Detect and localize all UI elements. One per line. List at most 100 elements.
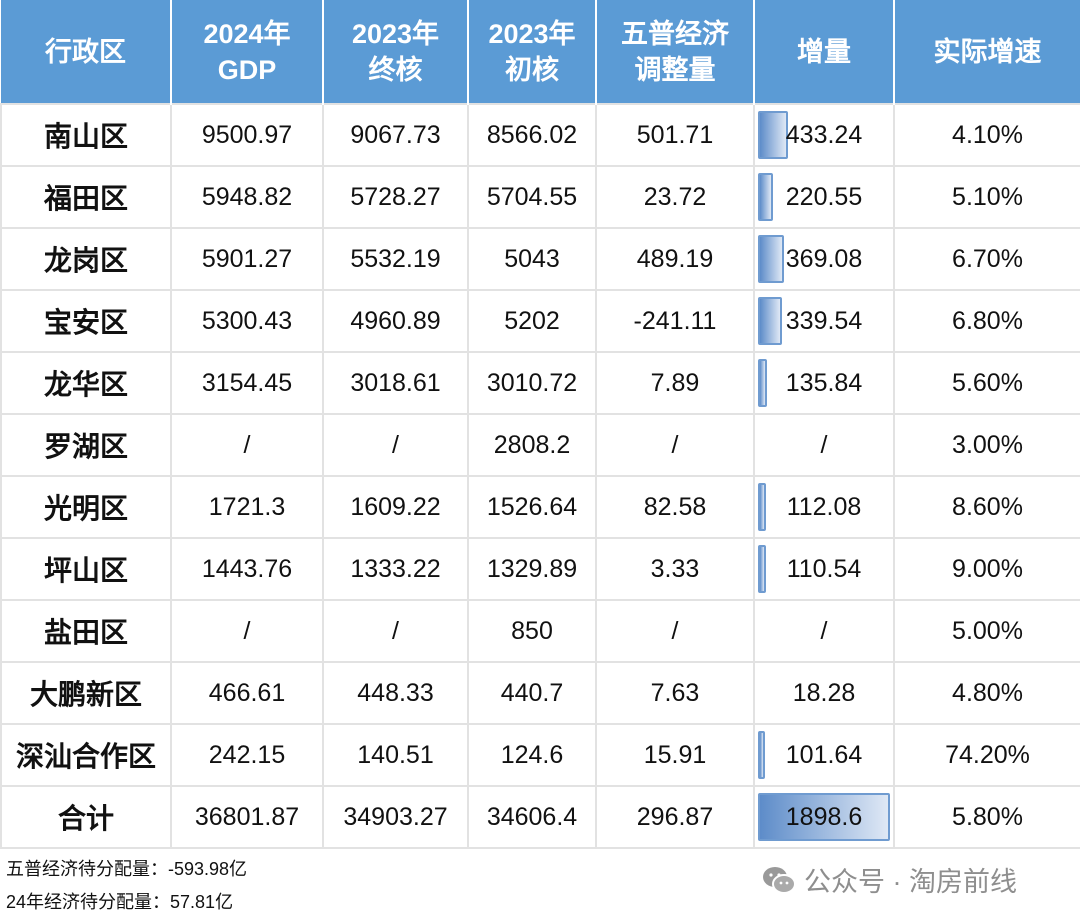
cell-value: 440.7: [500, 678, 564, 707]
data-bar: [758, 731, 766, 779]
cell-value: 光明区: [43, 493, 128, 524]
cell-value: 3.33: [650, 554, 700, 583]
table-cell: 盐田区: [0, 599, 172, 663]
table-cell: /: [322, 599, 469, 663]
cell-value: /: [820, 616, 828, 645]
cell-value: 5.60%: [952, 368, 1023, 397]
cell-value: 福田区: [43, 183, 128, 214]
table-cell: 7.63: [595, 661, 755, 725]
table-cell: 1609.22: [322, 475, 469, 539]
cell-value: 23.72: [643, 182, 707, 211]
table-row: 龙华区 3154.45 3018.61 3010.72 7.89 135.84 5.60%: [0, 351, 1080, 415]
table-cell: 440.7: [467, 661, 597, 725]
cell-value: 盐田区: [43, 617, 128, 648]
cell-value: 501.71: [636, 120, 714, 149]
column-header: 2023年 初核: [468, 0, 597, 104]
table-cell: 1526.64: [467, 475, 597, 539]
cell-value: 坪山区: [43, 555, 128, 586]
cell-value: 5300.43: [201, 306, 293, 335]
data-bar: [758, 545, 766, 593]
cell-value: 6.70%: [952, 244, 1023, 273]
table-cell: 罗湖区: [0, 413, 172, 477]
table-cell: 5901.27: [170, 227, 324, 291]
cell-value: 4960.89: [350, 306, 441, 335]
cell-value: 489.19: [636, 244, 714, 273]
cell-value: 220.55: [785, 182, 863, 211]
cell-value: 8.60%: [952, 492, 1023, 521]
table-cell: 101.64: [753, 723, 895, 787]
cell-value: 8566.02: [486, 120, 578, 149]
table-cell: 2808.2: [467, 413, 597, 477]
table-cell: 9.00%: [893, 537, 1080, 601]
table-row: 龙岗区 5901.27 5532.19 5043 489.19 369.08 6.70%: [0, 227, 1080, 291]
table-cell: 龙华区: [0, 351, 172, 415]
table-row: 罗湖区 / / 2808.2 / / 3.00%: [0, 413, 1080, 477]
cell-value: 18.28: [792, 678, 856, 707]
table-cell: 36801.87: [170, 785, 324, 849]
table-cell: 5.80%: [893, 785, 1080, 849]
cell-value: 369.08: [785, 244, 863, 273]
cell-value: /: [243, 616, 251, 645]
table-cell: 135.84: [753, 351, 895, 415]
table-cell: 82.58: [595, 475, 755, 539]
cell-value: 5948.82: [201, 182, 293, 211]
table-cell: 3010.72: [467, 351, 597, 415]
cell-value: /: [671, 616, 679, 645]
cell-value: 36801.87: [194, 802, 300, 831]
table-cell: 8.60%: [893, 475, 1080, 539]
cell-value: 34903.27: [343, 802, 448, 831]
table-cell: 4.80%: [893, 661, 1080, 725]
cell-value: 5728.27: [350, 182, 441, 211]
table-cell: /: [170, 413, 324, 477]
column-header: 2023年 终核: [323, 0, 469, 104]
table-cell: 124.6: [467, 723, 597, 787]
cell-value: 466.61: [208, 678, 286, 707]
cell-value: 深汕合作区: [15, 741, 156, 772]
cell-value: 101.64: [785, 740, 863, 769]
cell-value: 龙华区: [43, 369, 128, 400]
note-census-pending: 五普经济待分配量：-593.98亿: [6, 859, 248, 879]
table-cell: 宝安区: [0, 289, 172, 353]
column-header: 实际增速: [894, 0, 1080, 104]
table-cell: 296.87: [595, 785, 755, 849]
table-cell: 18.28: [753, 661, 895, 725]
cell-value: 7.89: [650, 368, 700, 397]
table-cell: 112.08: [753, 475, 895, 539]
table-cell: 448.33: [322, 661, 469, 725]
cell-value: 15.91: [643, 740, 707, 769]
note-2024-pending: 24年经济待分配量：57.81亿: [6, 892, 234, 912]
cell-value: 9500.97: [201, 120, 293, 149]
table-cell: 8566.02: [467, 103, 597, 167]
cell-value: 7.63: [650, 678, 700, 707]
cell-value: 850: [511, 616, 553, 645]
cell-value: 242.15: [208, 740, 286, 769]
table-cell: 34606.4: [467, 785, 597, 849]
table-cell: 5.00%: [893, 599, 1080, 663]
data-bar: [758, 793, 890, 841]
table-cell: -241.11: [595, 289, 755, 353]
table-cell: 5.10%: [893, 165, 1080, 229]
table-cell: 850: [467, 599, 597, 663]
table-cell: 220.55: [753, 165, 895, 229]
cell-value: 1898.6: [785, 802, 863, 831]
table-cell: /: [753, 413, 895, 477]
table-cell: 74.20%: [893, 723, 1080, 787]
data-bar: [758, 173, 774, 221]
table-cell: 110.54: [753, 537, 895, 601]
cell-value: 112.08: [786, 492, 862, 521]
table-row: 南山区 9500.97 9067.73 8566.02 501.71 433.24 4.10…: [0, 103, 1080, 167]
table-cell: 466.61: [170, 661, 324, 725]
table-cell: 坪山区: [0, 537, 172, 601]
table-cell: 龙岗区: [0, 227, 172, 291]
cell-value: 1609.22: [350, 492, 441, 521]
cell-value: 罗湖区: [43, 431, 128, 462]
data-bar: [758, 297, 782, 345]
cell-value: 1333.22: [350, 554, 441, 583]
table-row: 坪山区 1443.76 1333.22 1329.89 3.33 110.54 9.00%: [0, 537, 1080, 601]
cell-value: 140.51: [357, 740, 434, 769]
cell-value: /: [243, 430, 251, 459]
cell-value: 34606.4: [486, 802, 578, 831]
table-cell: 福田区: [0, 165, 172, 229]
table-cell: 深汕合作区: [0, 723, 172, 787]
table-cell: /: [170, 599, 324, 663]
